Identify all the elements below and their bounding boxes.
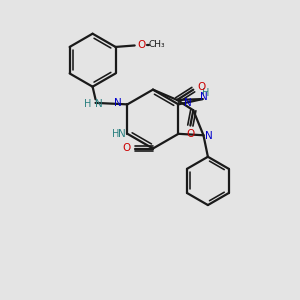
Text: O: O — [122, 142, 130, 153]
Text: H: H — [112, 129, 119, 139]
Text: N: N — [184, 98, 191, 108]
Text: O: O — [186, 129, 194, 139]
Text: N: N — [95, 99, 103, 109]
Text: N: N — [114, 98, 122, 108]
Text: H: H — [202, 88, 210, 98]
Text: O: O — [197, 82, 206, 92]
Text: H: H — [85, 99, 92, 109]
Text: N: N — [205, 131, 213, 142]
Text: CH₃: CH₃ — [148, 40, 165, 49]
Text: N: N — [200, 92, 208, 102]
Text: O: O — [137, 40, 145, 50]
Text: N: N — [118, 129, 126, 139]
